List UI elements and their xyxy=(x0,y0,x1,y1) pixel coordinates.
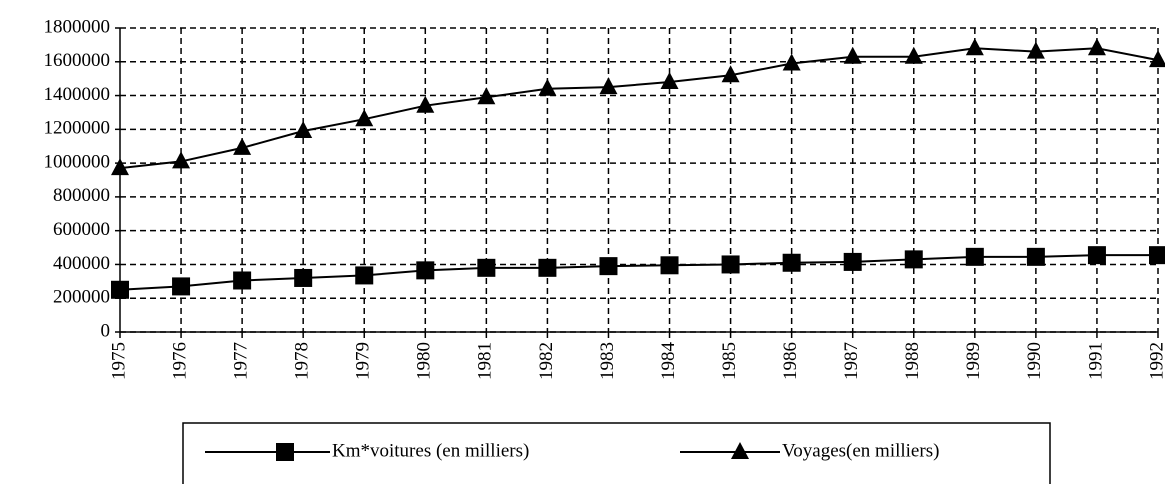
point-marker xyxy=(660,72,679,90)
x-tick-label: 1992 xyxy=(1146,342,1165,380)
point-marker xyxy=(477,87,496,105)
point-marker xyxy=(477,258,496,277)
point-marker xyxy=(1026,247,1045,266)
point-marker xyxy=(233,271,252,290)
point-marker xyxy=(965,38,984,56)
point-marker xyxy=(416,261,435,280)
x-tick-label: 1975 xyxy=(108,342,129,380)
point-marker xyxy=(111,158,129,176)
point-marker xyxy=(294,268,313,287)
legend-marker xyxy=(731,442,749,459)
y-tick-label: 0 xyxy=(101,320,111,341)
x-tick-label: 1991 xyxy=(1085,342,1106,380)
point-marker xyxy=(721,65,740,83)
y-tick-label: 1200000 xyxy=(44,118,111,139)
point-marker xyxy=(1149,50,1165,68)
x-tick-label: 1979 xyxy=(353,342,374,380)
y-tick-label: 600000 xyxy=(53,219,110,240)
x-tick-label: 1989 xyxy=(963,342,984,380)
legend-label: Voyages(en milliers) xyxy=(782,440,939,461)
y-tick-label: 400000 xyxy=(53,253,110,274)
point-marker xyxy=(172,151,191,169)
point-marker xyxy=(416,95,435,113)
point-marker xyxy=(599,77,618,95)
series-line xyxy=(119,47,1159,170)
point-marker xyxy=(1087,38,1106,56)
point-marker xyxy=(1087,246,1106,265)
legend-box xyxy=(182,422,1051,484)
point-marker xyxy=(904,250,923,269)
x-tick-label: 1982 xyxy=(536,342,557,380)
y-tick-label: 1800000 xyxy=(44,16,111,37)
point-marker xyxy=(782,253,801,272)
point-marker xyxy=(843,46,862,64)
point-marker xyxy=(538,78,557,96)
point-marker xyxy=(233,137,252,155)
legend-label: Km*voitures (en milliers) xyxy=(332,440,529,461)
y-tick-label: 800000 xyxy=(53,185,110,206)
point-marker xyxy=(111,280,129,299)
point-marker xyxy=(843,252,862,271)
x-tick-label: 1984 xyxy=(658,342,679,381)
x-tick-label: 1980 xyxy=(414,342,435,380)
y-tick-label: 1600000 xyxy=(44,50,111,71)
point-marker xyxy=(965,247,984,266)
x-tick-label: 1985 xyxy=(719,342,740,380)
y-tick-label: 1000000 xyxy=(44,151,111,172)
x-tick-label: 1981 xyxy=(475,342,496,380)
point-marker xyxy=(599,257,618,276)
point-marker xyxy=(904,46,923,64)
x-tick-label: 1990 xyxy=(1024,342,1045,380)
point-marker xyxy=(660,256,679,275)
x-tick-label: 1987 xyxy=(841,342,862,380)
y-tick-label: 1400000 xyxy=(44,84,111,105)
point-marker xyxy=(782,53,801,71)
x-tick-label: 1977 xyxy=(230,342,251,380)
x-tick-label: 1978 xyxy=(292,342,313,380)
point-marker xyxy=(172,277,191,296)
point-marker xyxy=(1149,246,1165,265)
point-marker xyxy=(355,266,374,285)
y-tick-label: 200000 xyxy=(53,287,110,308)
x-tick-label: 1976 xyxy=(169,342,190,380)
point-marker xyxy=(355,109,374,127)
point-marker xyxy=(538,258,557,277)
point-marker xyxy=(294,121,313,139)
point-marker xyxy=(1026,41,1045,59)
point-marker xyxy=(721,255,740,274)
series-line xyxy=(119,254,1158,291)
x-tick-label: 1988 xyxy=(902,342,923,380)
legend-marker xyxy=(276,443,294,461)
x-tick-label: 1983 xyxy=(597,342,618,380)
x-tick-label: 1986 xyxy=(780,342,801,380)
